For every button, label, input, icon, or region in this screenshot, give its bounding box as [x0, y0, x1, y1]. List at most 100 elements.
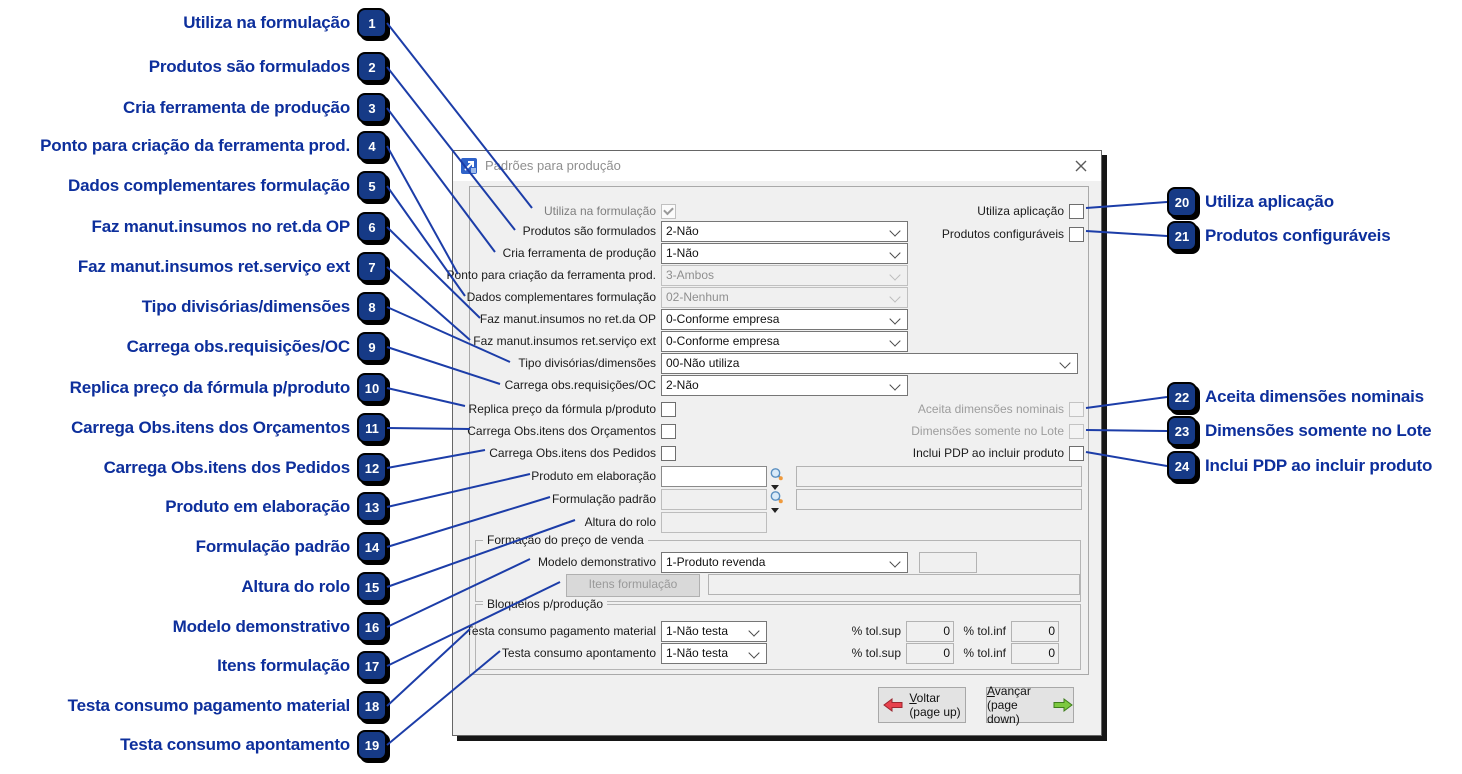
modelo-demonstrativo-extra-field [919, 552, 977, 573]
callout-label: Formulação padrão [195, 537, 351, 556]
callout-label: Utiliza aplicação [1205, 192, 1334, 211]
row-faz-manut-op: Faz manut.insumos no ret.da OP 0-Conform… [453, 309, 1101, 330]
row-formulacao-padrao: Formulação padrão [453, 489, 1101, 513]
callout-label: Altura do rolo [241, 577, 350, 596]
callout-label: Utiliza na formulação [183, 13, 350, 32]
callout-label: Replica preço da fórmula p/produto [69, 378, 351, 397]
voltar-button[interactable]: Voltar (page up) [878, 687, 966, 723]
testa-apontamento-select[interactable]: 1-Não testa [661, 643, 767, 664]
callout-badge: 1 [357, 8, 387, 38]
callout-badge: 23 [1167, 416, 1197, 446]
inclui-pdp-checkbox[interactable] [1069, 446, 1084, 461]
close-icon[interactable] [1061, 151, 1101, 181]
row-testa-pagamento: Testa consumo pagamento material 1-Não t… [453, 621, 1101, 642]
replica-preco-checkbox[interactable] [661, 402, 676, 417]
callout-label: Produtos configuráveis [1205, 226, 1391, 245]
testa-pagamento-select[interactable]: 1-Não testa [661, 621, 767, 642]
callout-24: 24 Inclui PDP ao incluir produto [1167, 451, 1432, 481]
callout-label: Dados complementares formulação [68, 176, 350, 195]
faz-manut-op-select[interactable]: 0-Conforme empresa [661, 309, 908, 330]
callout-badge: 3 [357, 93, 387, 123]
produtos-sao-formulados-select[interactable]: 2-Não [661, 221, 908, 242]
avancar-button[interactable]: Avançar (page down) [986, 684, 1074, 726]
cria-ferramenta-label: Cria ferramenta de produção [502, 246, 656, 260]
callout-label: Dimensões somente no Lote [1205, 421, 1432, 440]
callout-7: Faz manut.insumos ret.serviço ext 7 [0, 252, 387, 282]
tol-inf-label: % tol.inf [963, 646, 1006, 660]
callout-badge: 9 [357, 332, 387, 362]
tol-sup-field[interactable]: 0 [906, 643, 954, 664]
callout-badge: 12 [357, 453, 387, 483]
testa-apontamento-label: Testa consumo apontamento [501, 646, 656, 660]
dimensoes-lote-label: Dimensões somente no Lote [911, 424, 1064, 438]
carrega-obs-req-label: Carrega obs.requisições/OC [504, 378, 656, 392]
produtos-configuraveis-label: Produtos configuráveis [941, 227, 1064, 241]
carrega-obs-pedidos-checkbox[interactable] [661, 446, 676, 461]
callout-15: Altura do rolo 15 [0, 572, 387, 602]
ponto-criacao-label: Ponto para criação da ferramenta prod. [446, 268, 656, 282]
callout-label: Cria ferramenta de produção [123, 98, 350, 117]
modelo-demonstrativo-select[interactable]: 1-Produto revenda [661, 552, 908, 573]
carrega-obs-orcamentos-checkbox[interactable] [661, 424, 676, 439]
faz-manut-op-label: Faz manut.insumos no ret.da OP [479, 312, 656, 326]
callout-badge: 8 [357, 292, 387, 322]
utiliza-aplicacao-checkbox[interactable] [1069, 204, 1084, 219]
callout-5: Dados complementares formulação 5 [0, 171, 387, 201]
chevron-down-icon [748, 647, 760, 659]
callout-19: Testa consumo apontamento 19 [0, 730, 387, 760]
callout-label: Ponto para criação da ferramenta prod. [40, 136, 350, 155]
callout-11: Carrega Obs.itens dos Orçamentos 11 [0, 413, 387, 443]
callout-22: 22 Aceita dimensões nominais [1167, 382, 1424, 412]
row-replica-preco: Replica preço da fórmula p/produto Aceit… [453, 399, 1101, 420]
row-testa-apontamento: Testa consumo apontamento 1-Não testa % … [453, 643, 1101, 664]
callout-badge: 19 [357, 730, 387, 760]
row-carrega-obs-orcamentos: Carrega Obs.itens dos Orçamentos Dimensõ… [453, 421, 1101, 442]
tol-inf-field[interactable]: 0 [1011, 621, 1059, 642]
replica-preco-label: Replica preço da fórmula p/produto [468, 402, 656, 416]
callout-badge: 13 [357, 492, 387, 522]
chevron-down-icon [889, 556, 901, 568]
utiliza-na-formulacao-label: Utiliza na formulação [543, 204, 656, 218]
callout-badge: 18 [357, 691, 387, 721]
dimensoes-lote-checkbox [1069, 424, 1084, 439]
aceita-dimensoes-checkbox [1069, 402, 1084, 417]
callout-2: Produtos são formulados 2 [0, 52, 387, 82]
produto-elaboracao-input[interactable] [661, 466, 767, 487]
row-carrega-obs-pedidos: Carrega Obs.itens dos Pedidos Inclui PDP… [453, 443, 1101, 464]
callout-label: Inclui PDP ao incluir produto [1205, 456, 1433, 475]
search-icon[interactable] [769, 490, 785, 506]
callout-label: Testa consumo apontamento [120, 735, 350, 754]
produtos-configuraveis-checkbox[interactable] [1069, 227, 1084, 242]
row-carrega-obs-req: Carrega obs.requisições/OC 2-Não [453, 375, 1101, 396]
dropdown-arrow-icon[interactable] [771, 485, 779, 490]
callout-4: Ponto para criação da ferramenta prod. 4 [0, 131, 387, 161]
callout-badge: 15 [357, 572, 387, 602]
row-cria-ferramenta: Cria ferramenta de produção 1-Não [453, 243, 1101, 264]
callout-1: Utiliza na formulação 1 [0, 8, 387, 38]
voltar-label: Voltar [909, 691, 940, 705]
callout-badge: 24 [1167, 451, 1197, 481]
carrega-obs-pedidos-label: Carrega Obs.itens dos Pedidos [489, 446, 656, 460]
callout-badge: 20 [1167, 187, 1197, 217]
callout-badge: 5 [357, 171, 387, 201]
row-dados-complementares: Dados complementares formulação 02-Nenhu… [453, 287, 1101, 308]
callout-14: Formulação padrão 14 [0, 532, 387, 562]
cria-ferramenta-select[interactable]: 1-Não [661, 243, 908, 264]
tol-inf-field[interactable]: 0 [1011, 643, 1059, 664]
tipo-divisorias-select[interactable]: 00-Não utiliza [661, 353, 1078, 374]
dropdown-arrow-icon[interactable] [771, 508, 779, 513]
callout-label: Aceita dimensões nominais [1205, 387, 1424, 406]
callout-badge: 21 [1167, 221, 1197, 251]
row-produtos-sao-formulados: Produtos são formulados 2-Não [453, 221, 1101, 242]
callout-9: Carrega obs.requisições/OC 9 [0, 332, 387, 362]
faz-manut-servico-select[interactable]: 0-Conforme empresa [661, 331, 908, 352]
callout-label: Faz manut.insumos ret.serviço ext [77, 257, 350, 276]
chevron-down-icon [748, 625, 760, 637]
faz-manut-servico-label: Faz manut.insumos ret.serviço ext [473, 334, 656, 348]
callout-16: Modelo demonstrativo 16 [0, 612, 387, 642]
search-icon[interactable] [769, 467, 785, 483]
tol-sup-field[interactable]: 0 [906, 621, 954, 642]
chevron-down-icon [889, 313, 901, 325]
carrega-obs-req-select[interactable]: 2-Não [661, 375, 908, 396]
